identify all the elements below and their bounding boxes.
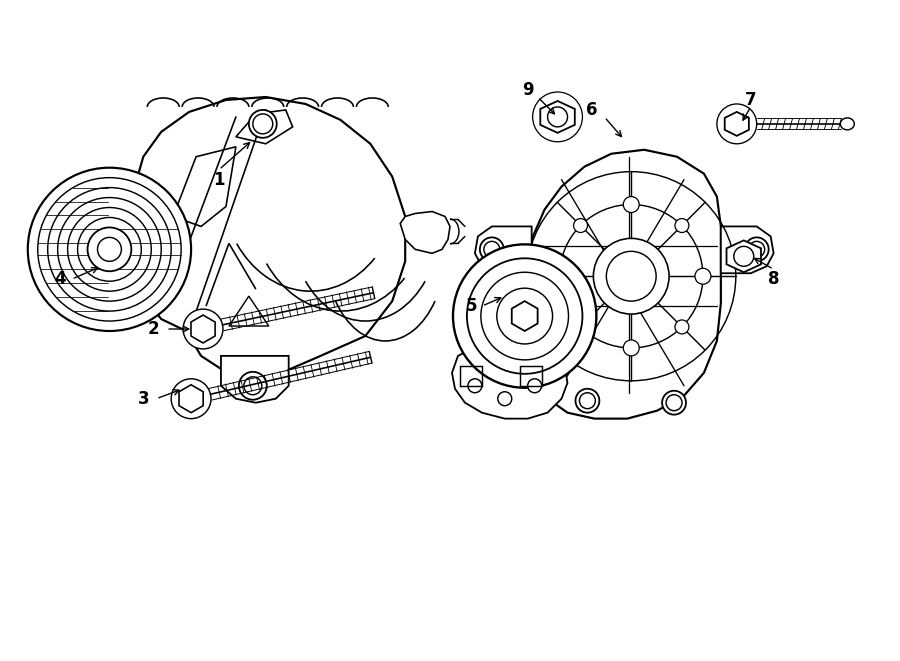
Circle shape xyxy=(552,268,568,284)
Polygon shape xyxy=(133,97,405,373)
Circle shape xyxy=(662,391,686,414)
Circle shape xyxy=(573,320,588,334)
Polygon shape xyxy=(452,346,568,418)
Text: 6: 6 xyxy=(586,101,598,119)
Circle shape xyxy=(453,245,597,388)
Text: 8: 8 xyxy=(768,270,779,288)
Circle shape xyxy=(745,237,769,261)
Polygon shape xyxy=(540,101,575,133)
Polygon shape xyxy=(400,212,450,253)
Circle shape xyxy=(248,110,276,137)
Text: 4: 4 xyxy=(54,270,66,288)
Text: 3: 3 xyxy=(138,390,149,408)
Polygon shape xyxy=(191,315,215,343)
Text: 9: 9 xyxy=(522,81,534,99)
Circle shape xyxy=(480,347,504,371)
Circle shape xyxy=(468,379,482,393)
Text: 7: 7 xyxy=(745,91,757,109)
Circle shape xyxy=(527,379,542,393)
Polygon shape xyxy=(724,112,749,136)
Circle shape xyxy=(183,309,223,349)
Circle shape xyxy=(675,219,688,233)
Polygon shape xyxy=(527,150,721,418)
Polygon shape xyxy=(726,241,761,272)
Circle shape xyxy=(238,372,266,400)
Polygon shape xyxy=(721,227,774,273)
Polygon shape xyxy=(512,301,537,331)
Polygon shape xyxy=(475,227,532,273)
Circle shape xyxy=(87,227,131,271)
Text: 1: 1 xyxy=(213,171,225,188)
Circle shape xyxy=(573,219,588,233)
Circle shape xyxy=(498,392,512,406)
Circle shape xyxy=(575,389,599,412)
Circle shape xyxy=(695,268,711,284)
Circle shape xyxy=(624,340,639,356)
Circle shape xyxy=(480,237,504,261)
Circle shape xyxy=(28,168,191,331)
Polygon shape xyxy=(179,385,203,412)
Circle shape xyxy=(171,379,211,418)
Text: 5: 5 xyxy=(466,297,478,315)
Text: 2: 2 xyxy=(148,320,159,338)
Circle shape xyxy=(675,320,688,334)
Circle shape xyxy=(593,239,669,314)
Ellipse shape xyxy=(841,118,854,130)
Polygon shape xyxy=(221,356,289,403)
Polygon shape xyxy=(475,336,532,383)
Circle shape xyxy=(624,196,639,212)
